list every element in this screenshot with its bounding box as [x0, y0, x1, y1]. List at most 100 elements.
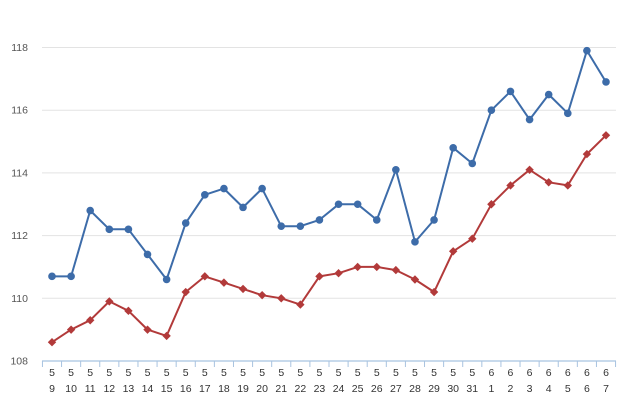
data-point	[238, 284, 248, 294]
x-tick-label-day: 4	[546, 383, 552, 395]
x-tick-label-month: 5	[278, 367, 284, 379]
data-point	[105, 225, 114, 234]
y-tick-labels: 108 110 112 114 116 118	[10, 42, 28, 368]
y-tick-label: 118	[11, 42, 28, 54]
data-point	[582, 149, 592, 159]
data-point	[544, 90, 553, 99]
data-point	[219, 278, 229, 287]
x-tick-label-month: 6	[603, 367, 609, 379]
x-tick-label-day: 6	[584, 383, 590, 395]
x-tick-label-day: 5	[565, 383, 571, 395]
data-point	[220, 184, 228, 193]
data-point	[48, 272, 56, 281]
data-point	[277, 222, 286, 230]
data-point	[47, 337, 57, 347]
data-point	[372, 262, 381, 272]
data-point	[583, 46, 591, 55]
x-tick-label-month: 5	[68, 367, 74, 379]
data-point	[334, 269, 343, 278]
x-tick-label-day: 13	[123, 383, 135, 395]
data-point	[392, 165, 400, 174]
data-point	[67, 272, 75, 281]
data-point	[143, 250, 152, 259]
data-point	[258, 184, 266, 193]
x-tick-label-month: 5	[450, 367, 456, 379]
x-tick-label-day: 28	[409, 383, 421, 395]
data-point	[449, 144, 457, 152]
data-point	[506, 181, 515, 190]
x-tick-label-day: 7	[603, 383, 609, 395]
data-point	[181, 287, 190, 297]
x-tick-label-day: 23	[314, 383, 326, 395]
data-point	[563, 181, 572, 190]
x-tick-label-month: 5	[412, 367, 418, 379]
data-point	[277, 294, 286, 303]
data-point	[86, 316, 95, 325]
data-point	[296, 222, 305, 230]
x-tick-label-month: 5	[240, 367, 246, 379]
axes	[41, 360, 617, 367]
x-tick-label-day: 1	[488, 383, 494, 395]
x-tick-label-day: 16	[180, 383, 192, 395]
data-point	[201, 191, 209, 199]
data-point	[296, 300, 305, 309]
x-tick-label-month: 6	[488, 367, 494, 379]
x-tick-label-month: 5	[125, 367, 131, 379]
y-tick-label: 108	[10, 356, 28, 368]
data-point	[162, 275, 171, 284]
data-point	[410, 275, 420, 284]
data-point	[468, 234, 477, 243]
y-tick-label: 116	[11, 105, 28, 117]
x-tick-label-month: 5	[431, 367, 437, 379]
x-tick-label-day: 3	[527, 383, 533, 395]
x-tick-label-month: 5	[355, 367, 361, 379]
y-tick-label: 114	[11, 167, 28, 179]
data-point	[105, 297, 114, 306]
data-point	[143, 325, 152, 334]
data-point	[448, 247, 458, 256]
data-point	[430, 216, 438, 224]
x-tick-label-day: 12	[103, 383, 115, 395]
data-point	[506, 87, 515, 96]
x-tick-label-day: 24	[333, 383, 345, 395]
data-point	[602, 78, 610, 86]
data-point	[525, 115, 534, 124]
data-point	[468, 159, 477, 168]
x-tick-label-day: 2	[508, 383, 514, 395]
series-lines	[47, 46, 611, 347]
gridlines	[42, 47, 616, 299]
data-point	[239, 203, 247, 212]
data-point	[544, 178, 553, 187]
data-point	[411, 238, 419, 246]
y-tick-label: 110	[11, 293, 28, 305]
data-point	[334, 200, 343, 209]
x-tick-label-month: 5	[202, 367, 208, 379]
x-tick-label-month: 5	[297, 367, 303, 379]
data-point	[429, 287, 439, 297]
x-tick-label-day: 25	[352, 383, 364, 395]
x-tick-label-month: 5	[145, 367, 151, 379]
x-tick-label-day: 9	[49, 383, 55, 395]
x-tick-label-day: 17	[199, 383, 211, 395]
x-tick-label-month: 5	[221, 367, 227, 379]
data-point	[257, 290, 267, 300]
series-line	[52, 49, 607, 281]
x-tick-label-day: 11	[85, 383, 96, 395]
x-tick-label-day: 27	[390, 383, 402, 395]
x-tick-label-month: 5	[183, 367, 189, 379]
x-tick-label-month: 5	[164, 367, 170, 379]
x-tick-label-month: 5	[87, 367, 93, 379]
data-point	[353, 200, 362, 209]
data-point	[124, 225, 133, 234]
x-tick-label-month: 6	[584, 367, 590, 379]
x-tick-label-month: 5	[393, 367, 399, 379]
data-point	[372, 216, 381, 224]
x-tick-label-month: 5	[469, 367, 475, 379]
x-tick-label-day: 14	[142, 383, 154, 395]
data-point	[563, 109, 572, 118]
y-tick-label: 112	[11, 230, 28, 242]
x-tick-label-day: 29	[428, 383, 440, 395]
series-2	[47, 131, 611, 347]
x-tick-label-day: 20	[256, 383, 268, 395]
